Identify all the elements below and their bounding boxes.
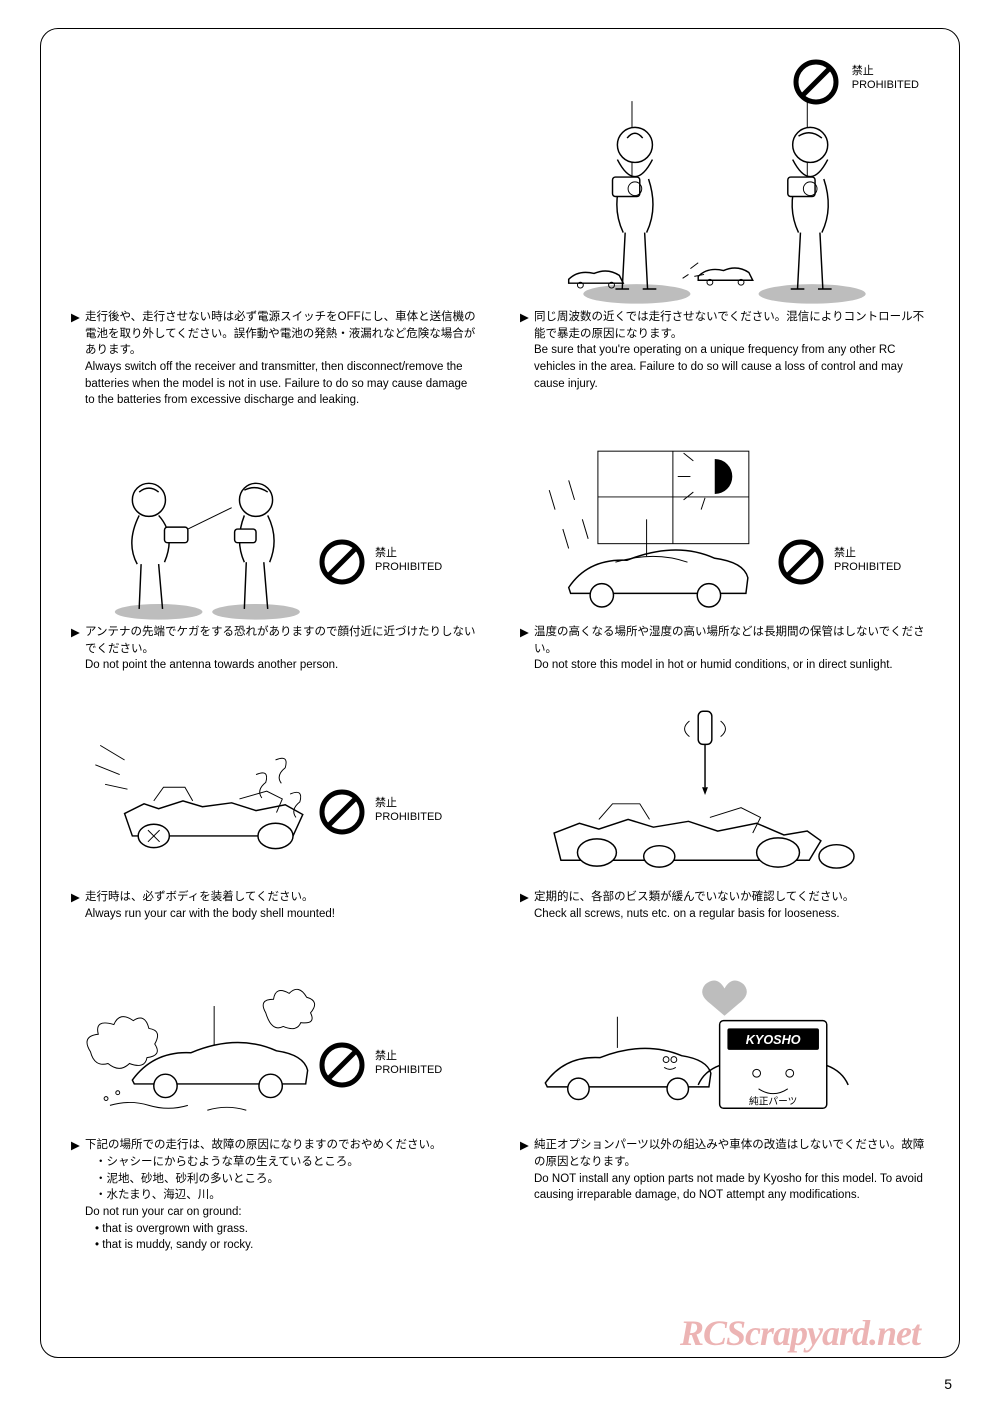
arrow-icon: ▶ bbox=[520, 625, 529, 642]
illustration-splash: 禁止PROHIBITED bbox=[71, 952, 480, 1137]
caption-genuine-parts: ▶ 純正オプションパーツ以外の組込みや車体の改造はしないでください。故障の原因と… bbox=[520, 1137, 929, 1204]
caption-frequency: ▶ 同じ周波数の近くでは走行させないでください。混信によりコントロール不能で暴走… bbox=[520, 309, 929, 392]
caption-en: Do not point the antenna towards another… bbox=[85, 657, 480, 674]
caption-sub-jp-0: ・シャシーにからむような草の生えているところ。 bbox=[85, 1154, 480, 1171]
caption-check-screws: ▶ 定期的に、各部のビス類が緩んでいないか確認してください。 Check all… bbox=[520, 889, 929, 922]
illustration-antenna: 禁止PROHIBITED bbox=[71, 439, 480, 624]
prohibited-label: 禁止PROHIBITED bbox=[852, 65, 919, 93]
prohibited-label: 禁止PROHIBITED bbox=[834, 547, 901, 575]
caption-jp: 下記の場所での走行は、故障の原因になりますのでおやめください。 bbox=[85, 1139, 442, 1151]
cell-genuine-parts: KYOSHO 純正パーツ ▶ 純正オプションパーツ以外の組込みや車体の改造はしな… bbox=[520, 952, 929, 1254]
arrow-icon: ▶ bbox=[520, 890, 529, 907]
caption-antenna: ▶ アンテナの先端でケガをする恐れがありますので顔付近に近づけたりしないでくださ… bbox=[71, 624, 480, 674]
cell-check-screws: ▶ 定期的に、各部のビス類が緩んでいないか確認してください。 Check all… bbox=[520, 704, 929, 922]
prohibited-icon bbox=[778, 539, 824, 585]
illustration-empty bbox=[71, 49, 480, 309]
arrow-icon: ▶ bbox=[520, 310, 529, 327]
arrow-icon: ▶ bbox=[71, 890, 80, 907]
cell-antenna: 禁止PROHIBITED ▶ アンテナの先端でケガをする恐れがありますので顔付近… bbox=[71, 439, 480, 674]
illustration-screws bbox=[520, 704, 929, 889]
cell-switch-off: ▶ 走行後や、走行させない時は必ず電源スイッチをOFFにし、車体と送信機の電池を… bbox=[71, 49, 480, 409]
caption-en: Be sure that you're operating on a uniqu… bbox=[534, 342, 929, 392]
svg-text:純正パーツ: 純正パーツ bbox=[749, 1095, 797, 1108]
arrow-icon: ▶ bbox=[71, 625, 80, 642]
caption-sub-jp-2: ・水たまり、海辺、川。 bbox=[85, 1187, 480, 1204]
prohibited-label: 禁止PROHIBITED bbox=[375, 547, 442, 575]
prohibited-label: 禁止PROHIBITED bbox=[375, 1050, 442, 1078]
caption-sub-en-1: • that is muddy, sandy or rocky. bbox=[85, 1237, 480, 1254]
caption-en: Always run your car with the body shell … bbox=[85, 906, 480, 923]
caption-jp: 走行時は、必ずボディを装着してください。 bbox=[85, 891, 314, 903]
svg-text:KYOSHO: KYOSHO bbox=[746, 1033, 801, 1047]
caption-storage: ▶ 温度の高くなる場所や湿度の高い場所などは長期間の保管はしないでください。 D… bbox=[520, 624, 929, 674]
watermark: RCScrapyard.net bbox=[680, 1312, 920, 1354]
prohibited-icon bbox=[319, 1042, 365, 1088]
caption-en: Do NOT install any option parts not made… bbox=[534, 1171, 929, 1204]
caption-en: Do not store this model in hot or humid … bbox=[534, 657, 929, 674]
page-number: 5 bbox=[944, 1376, 952, 1392]
illustration-parts: KYOSHO 純正パーツ bbox=[520, 952, 929, 1137]
caption-en: Do not run your car on ground: bbox=[85, 1204, 480, 1221]
prohibited-label: 禁止PROHIBITED bbox=[375, 797, 442, 825]
prohibited-icon bbox=[319, 539, 365, 585]
cell-ground-conditions: 禁止PROHIBITED ▶ 下記の場所での走行は、故障の原因になりますのでおや… bbox=[71, 952, 480, 1254]
caption-sub-en-0: • that is overgrown with grass. bbox=[85, 1221, 480, 1238]
caption-ground-conditions: ▶ 下記の場所での走行は、故障の原因になりますのでおやめください。 ・シャシーに… bbox=[71, 1137, 480, 1254]
caption-jp: 同じ周波数の近くでは走行させないでください。混信によりコントロール不能で暴走の原… bbox=[534, 311, 924, 340]
cell-body-shell: 禁止PROHIBITED ▶ 走行時は、必ずボディを装着してください。 Alwa… bbox=[71, 704, 480, 922]
content-grid: ▶ 走行後や、走行させない時は必ず電源スイッチをOFFにし、車体と送信機の電池を… bbox=[71, 49, 929, 1254]
caption-jp: 走行後や、走行させない時は必ず電源スイッチをOFFにし、車体と送信機の電池を取り… bbox=[85, 311, 476, 356]
caption-en: Check all screws, nuts etc. on a regular… bbox=[534, 906, 929, 923]
arrow-icon: ▶ bbox=[71, 310, 80, 327]
illustration-storage: 禁止PROHIBITED bbox=[520, 439, 929, 624]
caption-sub-jp-1: ・泥地、砂地、砂利の多いところ。 bbox=[85, 1171, 480, 1188]
caption-jp: 温度の高くなる場所や湿度の高い場所などは長期間の保管はしないでください。 bbox=[534, 626, 925, 655]
cell-frequency: 禁止PROHIBITED ▶ 同じ周波数の近くでは走行させないでください。混信に… bbox=[520, 49, 929, 409]
illustration-frequency: 禁止PROHIBITED bbox=[520, 49, 929, 309]
cell-storage: 禁止PROHIBITED ▶ 温度の高くなる場所や湿度の高い場所などは長期間の保… bbox=[520, 439, 929, 674]
caption-switch-off: ▶ 走行後や、走行させない時は必ず電源スイッチをOFFにし、車体と送信機の電池を… bbox=[71, 309, 480, 409]
page-frame: ▶ 走行後や、走行させない時は必ず電源スイッチをOFFにし、車体と送信機の電池を… bbox=[40, 28, 960, 1358]
illustration-chassis: 禁止PROHIBITED bbox=[71, 704, 480, 889]
arrow-icon: ▶ bbox=[71, 1138, 80, 1155]
prohibited-icon bbox=[319, 789, 365, 835]
prohibited-icon bbox=[793, 59, 839, 105]
caption-jp: 純正オプションパーツ以外の組込みや車体の改造はしないでください。故障の原因となり… bbox=[534, 1139, 924, 1168]
arrow-icon: ▶ bbox=[520, 1138, 529, 1155]
caption-jp: 定期的に、各部のビス類が緩んでいないか確認してください。 bbox=[534, 891, 854, 903]
caption-body-shell: ▶ 走行時は、必ずボディを装着してください。 Always run your c… bbox=[71, 889, 480, 922]
caption-en: Always switch off the receiver and trans… bbox=[85, 359, 480, 409]
caption-jp: アンテナの先端でケガをする恐れがありますので顔付近に近づけたりしないでください。 bbox=[85, 626, 476, 655]
